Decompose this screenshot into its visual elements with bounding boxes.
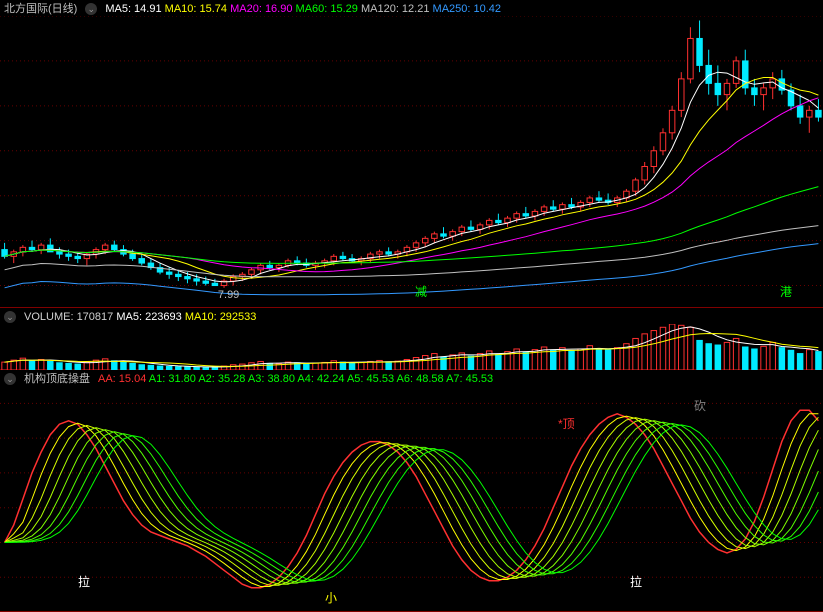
stock-title: 北方国际(日线): [4, 2, 77, 16]
svg-text:7.99: 7.99: [218, 289, 239, 301]
indicator-label: A1: 31.80: [149, 373, 196, 385]
ma-label: MA20: 16.90: [230, 3, 292, 15]
price-chart-svg[interactable]: 7.99 减 港: [0, 16, 823, 308]
ma-label: MA60: 15.29: [296, 3, 358, 15]
svg-text:小: 小: [325, 591, 337, 605]
ma-label: MA250: 10.42: [433, 3, 502, 15]
indicator-label: A2: 35.28: [198, 373, 245, 385]
indicator-label: AA: 15.04: [98, 373, 146, 385]
expand-icon[interactable]: ⌄: [4, 311, 16, 323]
ma-label: MA10: 15.74: [165, 3, 227, 15]
volume-labels-row: VOLUME: 170817 MA5: 223693 MA10: 292533: [24, 310, 256, 324]
volume-label: MA10: 292533: [185, 311, 257, 323]
indicator-label: A4: 42.24: [297, 373, 344, 385]
indicator-chart-panel: ⌄ 机构顶底操盘 AA: 15.04 A1: 31.80 A2: 35.28 A…: [0, 370, 823, 612]
svg-text:拉: 拉: [78, 574, 90, 589]
volume-chart-svg[interactable]: [0, 324, 823, 370]
price-panel-header: 北方国际(日线) ⌄ MA5: 14.91 MA10: 15.74 MA20: …: [0, 0, 823, 16]
indicator-label: A5: 45.53: [347, 373, 394, 385]
svg-text:拉: 拉: [630, 574, 642, 589]
svg-text:砍: 砍: [694, 398, 706, 413]
indicator-chart-svg[interactable]: 拉小 *顶拉 砍: [0, 386, 823, 612]
svg-text:减: 减: [415, 285, 427, 299]
volume-label: VOLUME: 170817: [24, 311, 113, 323]
price-chart-panel: 北方国际(日线) ⌄ MA5: 14.91 MA10: 15.74 MA20: …: [0, 0, 823, 308]
volume-label: MA5: 223693: [116, 311, 181, 323]
expand-icon[interactable]: ⌄: [85, 3, 97, 15]
indicator-label: A7: 45.53: [446, 373, 493, 385]
ma-label: MA120: 12.21: [361, 3, 430, 15]
ma-label: MA5: 14.91: [105, 3, 161, 15]
volume-panel-header: ⌄ VOLUME: 170817 MA5: 223693 MA10: 29253…: [0, 308, 823, 324]
indicator-label: A3: 38.80: [248, 373, 295, 385]
expand-icon[interactable]: ⌄: [4, 373, 16, 385]
ma-labels-row: MA5: 14.91 MA10: 15.74 MA20: 16.90 MA60:…: [105, 2, 501, 16]
volume-chart-panel: ⌄ VOLUME: 170817 MA5: 223693 MA10: 29253…: [0, 308, 823, 370]
indicator-panel-header: ⌄ 机构顶底操盘 AA: 15.04 A1: 31.80 A2: 35.28 A…: [0, 370, 823, 386]
indicator-labels-row: AA: 15.04 A1: 31.80 A2: 35.28 A3: 38.80 …: [98, 372, 493, 386]
indicator-title: 机构顶底操盘: [24, 372, 90, 386]
svg-text:*顶: *顶: [558, 417, 575, 431]
indicator-label: A6: 48.58: [397, 373, 444, 385]
svg-text:港: 港: [780, 285, 792, 299]
